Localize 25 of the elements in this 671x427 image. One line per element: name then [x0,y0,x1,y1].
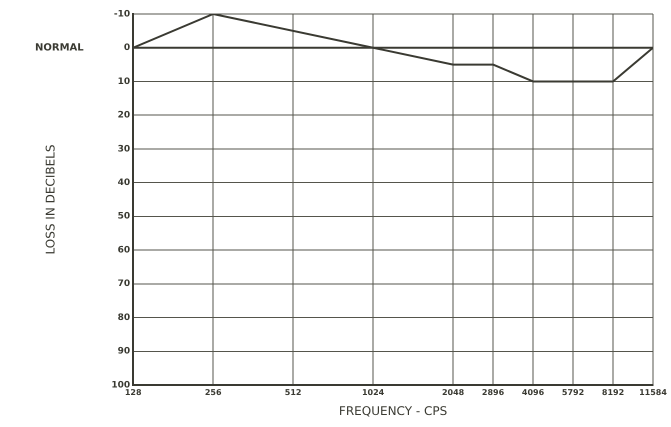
x-tick-label: 2896 [482,388,505,397]
y-tick-label: -10 [114,9,130,20]
y-tick-label: 0 [124,43,130,54]
x-tick-label: 4096 [522,388,545,397]
y-tick-label: 30 [118,144,130,154]
y-tick-label: 40 [118,178,130,188]
x-tick-label: 8192 [602,388,624,397]
y-tick-label: 90 [118,346,130,357]
y-tick-label: 100 [111,380,130,390]
y-tick-label: 10 [118,76,130,87]
y-tick-label: 60 [118,245,130,256]
y-axis-title: LOSS IN DECIBELS [43,144,58,254]
x-tick-label: 5792 [562,388,584,397]
x-axis-title: FREQUENCY - CPS [338,404,448,418]
x-tick-label: 2048 [442,388,465,397]
x-tick-label: 512 [284,388,302,397]
y-tick-label: 70 [118,279,130,290]
x-tick-label: 128 [124,388,142,397]
y-tick-label: 80 [118,312,130,323]
x-tick-label: 256 [204,388,222,397]
x-tick-label: 1024 [362,388,385,397]
ref-line-label: NORMAL [35,42,84,54]
y-tick-label: 20 [118,110,130,121]
x-tick-label: 11584 [639,388,668,397]
y-tick-label: 50 [118,212,130,222]
